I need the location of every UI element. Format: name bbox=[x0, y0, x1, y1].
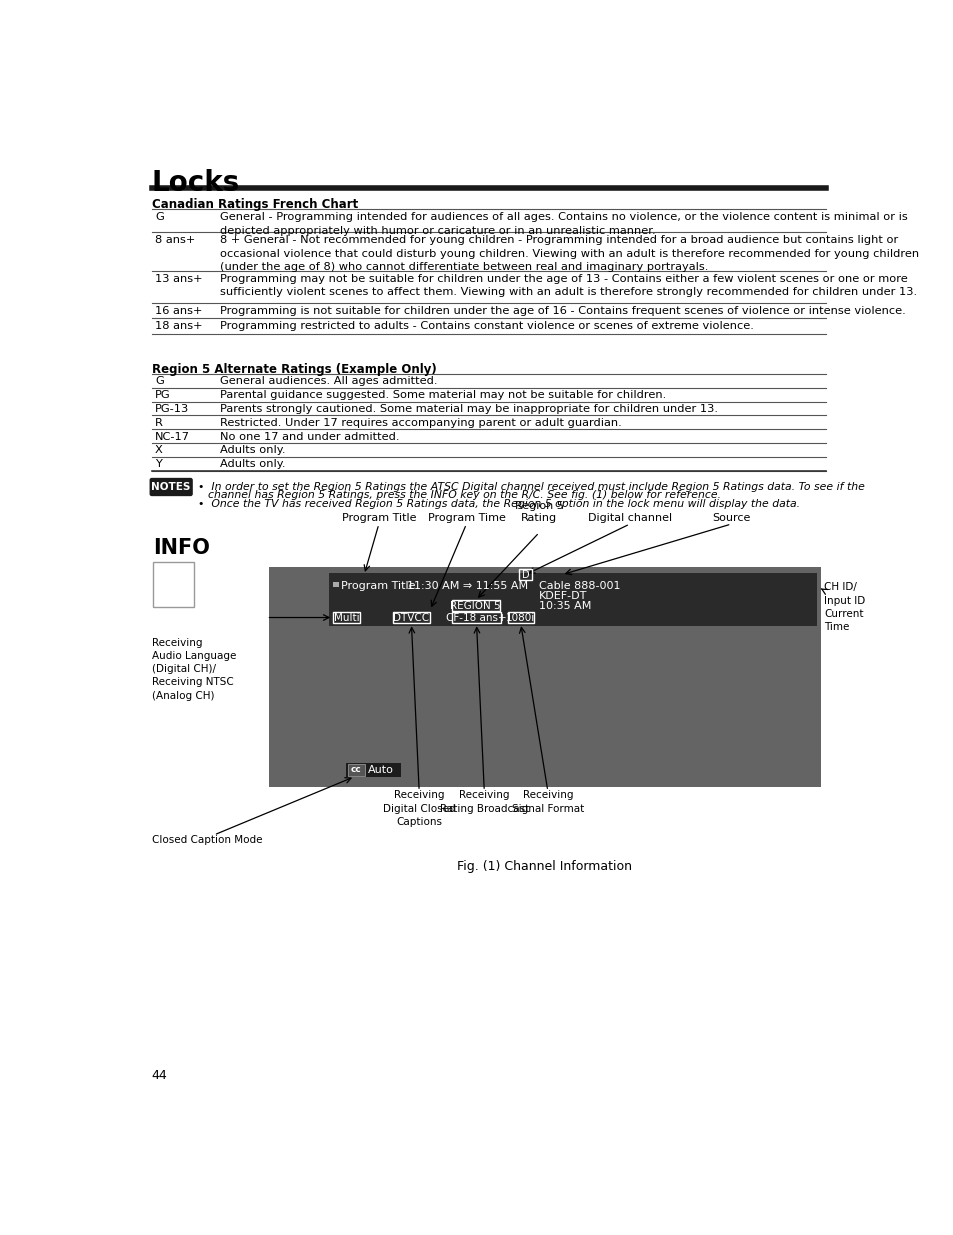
Text: 16 ans+: 16 ans+ bbox=[154, 306, 202, 316]
Text: Y: Y bbox=[154, 459, 162, 469]
Text: Digital channel: Digital channel bbox=[587, 514, 671, 524]
Text: CF-18 ans+: CF-18 ans+ bbox=[446, 613, 506, 622]
Text: Adults only.: Adults only. bbox=[220, 446, 285, 456]
Text: •  In order to set the Region 5 Ratings the ATSC Digital channel received must i: • In order to set the Region 5 Ratings t… bbox=[198, 482, 864, 492]
Bar bbox=[329, 573, 816, 626]
Text: NC-17: NC-17 bbox=[154, 431, 190, 442]
Text: Programming is not suitable for children under the age of 16 - Contains frequent: Programming is not suitable for children… bbox=[220, 306, 904, 316]
Text: Parental guidance suggested. Some material may not be suitable for children.: Parental guidance suggested. Some materi… bbox=[220, 390, 665, 400]
Text: R: R bbox=[154, 417, 163, 427]
Bar bbox=[269, 567, 820, 787]
Bar bbox=[346, 763, 400, 777]
Text: Receiving
Signal Format: Receiving Signal Format bbox=[511, 790, 583, 814]
Text: Program Title: Program Title bbox=[340, 580, 415, 590]
Text: No one 17 and under admitted.: No one 17 and under admitted. bbox=[220, 431, 399, 442]
Text: NOTES: NOTES bbox=[152, 482, 191, 492]
Text: Fig. (1) Channel Information: Fig. (1) Channel Information bbox=[456, 860, 632, 873]
Bar bbox=[333, 611, 360, 624]
Text: 44: 44 bbox=[152, 1070, 168, 1082]
Text: 10:35 AM: 10:35 AM bbox=[537, 601, 590, 611]
Text: 13 ans+: 13 ans+ bbox=[154, 274, 202, 284]
Text: Cable 888-001: Cable 888-001 bbox=[537, 580, 619, 590]
Text: Receiving
Audio Language
(Digital CH)/
Receiving NTSC
(Analog CH): Receiving Audio Language (Digital CH)/ R… bbox=[152, 637, 236, 700]
Text: Receiving
Digital Closed
Captions: Receiving Digital Closed Captions bbox=[382, 790, 455, 826]
Text: DTVCC: DTVCC bbox=[393, 613, 429, 622]
Text: cc: cc bbox=[351, 766, 361, 774]
Text: •  Once the TV has received Region 5 Ratings data, the Region 5 option in the lo: • Once the TV has received Region 5 Rati… bbox=[198, 499, 800, 509]
Bar bbox=[333, 582, 338, 588]
Text: Adults only.: Adults only. bbox=[220, 459, 285, 469]
Text: Parents strongly cautioned. Some material may be inappropriate for children unde: Parents strongly cautioned. Some materia… bbox=[220, 404, 718, 414]
Text: INFO: INFO bbox=[153, 537, 210, 558]
Text: 8 ans+: 8 ans+ bbox=[154, 235, 195, 246]
Text: Canadian Ratings French Chart: Canadian Ratings French Chart bbox=[152, 199, 357, 211]
Text: Locks: Locks bbox=[152, 169, 240, 198]
Text: Restricted. Under 17 requires accompanying parent or adult guardian.: Restricted. Under 17 requires accompanyi… bbox=[220, 417, 621, 427]
Text: 18 ans+: 18 ans+ bbox=[154, 321, 202, 331]
Bar bbox=[452, 600, 499, 611]
Bar bbox=[393, 611, 430, 624]
Text: Programming may not be suitable for children under the age of 13 - Contains eith: Programming may not be suitable for chil… bbox=[220, 274, 916, 298]
Bar bbox=[153, 562, 193, 608]
Text: Receiving
Rating Broadcast: Receiving Rating Broadcast bbox=[439, 790, 528, 814]
Text: General - Programming intended for audiences of all ages. Contains no violence, : General - Programming intended for audie… bbox=[220, 212, 907, 236]
Text: CH ID/
Input ID
Current
Time: CH ID/ Input ID Current Time bbox=[823, 583, 864, 632]
Text: G: G bbox=[154, 377, 164, 387]
Text: Program Title: Program Title bbox=[341, 514, 416, 524]
Text: 8 + General - Not recommended for young children - Programming intended for a br: 8 + General - Not recommended for young … bbox=[220, 235, 918, 273]
Bar bbox=[452, 611, 500, 624]
Text: Programming restricted to adults - Contains constant violence or scenes of extre: Programming restricted to adults - Conta… bbox=[220, 321, 753, 331]
Text: Region 5 Alternate Ratings (Example Only): Region 5 Alternate Ratings (Example Only… bbox=[152, 363, 436, 375]
Bar bbox=[518, 569, 531, 580]
Text: KDEF-DT: KDEF-DT bbox=[537, 592, 586, 601]
Text: General audiences. All ages admitted.: General audiences. All ages admitted. bbox=[220, 377, 437, 387]
Text: channel has Region 5 Ratings, press the INFO key on the R/C. See fig. (1) below : channel has Region 5 Ratings, press the … bbox=[208, 490, 720, 500]
Text: PG: PG bbox=[154, 390, 171, 400]
Text: Program Time: Program Time bbox=[427, 514, 505, 524]
Text: Source: Source bbox=[712, 514, 750, 524]
Text: 11:30 AM ⇒ 11:55 AM: 11:30 AM ⇒ 11:55 AM bbox=[406, 580, 527, 590]
Bar bbox=[507, 611, 534, 624]
Text: Closed Caption Mode: Closed Caption Mode bbox=[152, 835, 262, 845]
Text: 1080i: 1080i bbox=[505, 613, 535, 622]
Text: D: D bbox=[521, 569, 529, 579]
Text: Multi: Multi bbox=[334, 613, 359, 622]
FancyBboxPatch shape bbox=[150, 478, 192, 495]
Text: Auto: Auto bbox=[368, 764, 394, 776]
Text: PG-13: PG-13 bbox=[154, 404, 189, 414]
Text: Region 5
Rating: Region 5 Rating bbox=[515, 500, 563, 524]
Text: G: G bbox=[154, 212, 164, 222]
Text: X: X bbox=[154, 446, 162, 456]
Bar bbox=[348, 764, 365, 776]
Text: REGION 5: REGION 5 bbox=[450, 600, 500, 610]
